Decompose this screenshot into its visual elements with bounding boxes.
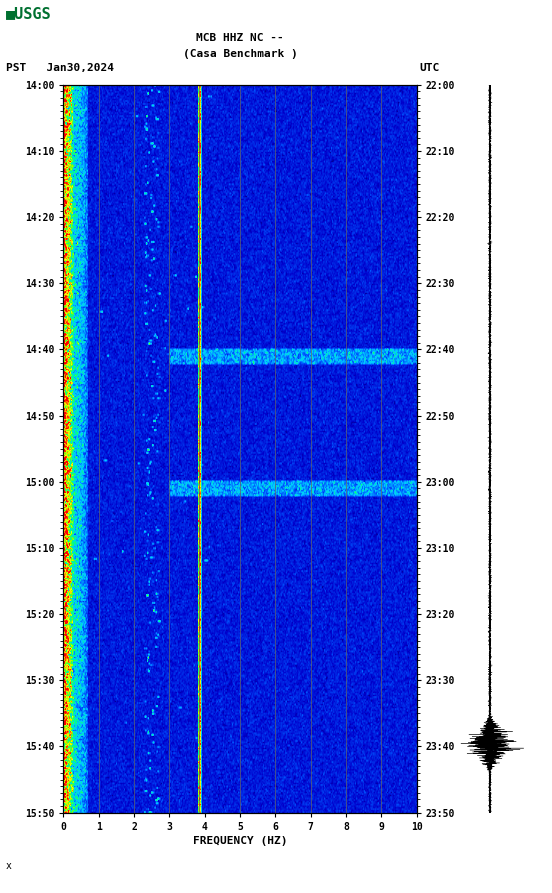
Text: PST   Jan30,2024: PST Jan30,2024	[6, 63, 114, 72]
X-axis label: FREQUENCY (HZ): FREQUENCY (HZ)	[193, 836, 288, 846]
Text: x: x	[6, 861, 12, 871]
Text: ■USGS: ■USGS	[6, 6, 51, 21]
Text: (Casa Benchmark ): (Casa Benchmark )	[183, 49, 298, 59]
Text: UTC: UTC	[420, 63, 440, 72]
Text: MCB HHZ NC --: MCB HHZ NC --	[197, 33, 284, 43]
